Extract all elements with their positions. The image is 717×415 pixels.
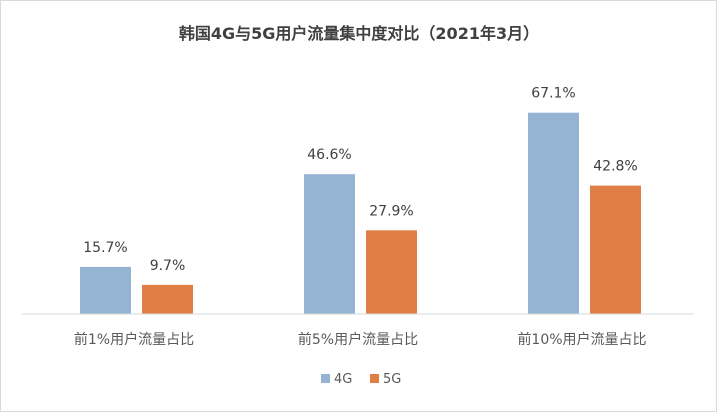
value-label-5g-1: 9.7% xyxy=(150,258,186,274)
value-label-5g-2: 27.9% xyxy=(369,203,413,219)
bar-4g-3 xyxy=(528,112,579,314)
value-label-4g-1: 15.7% xyxy=(83,240,127,256)
bar-4g-2 xyxy=(304,174,355,314)
bar-5g-3 xyxy=(590,185,641,314)
category-label-group: 前1%用户流量占比 前5%用户流量占比 前10%用户流量占比 xyxy=(74,331,647,348)
category-label-3: 前10%用户流量占比 xyxy=(517,331,646,348)
category-label-1: 前1%用户流量占比 xyxy=(74,331,194,348)
value-label-4g-2: 46.6% xyxy=(307,147,351,163)
chart-title: 韩国4G与5G用户流量集中度对比（2021年3月） xyxy=(179,24,539,43)
bar-5g-2 xyxy=(366,230,417,314)
bar-group xyxy=(80,112,641,314)
legend: 4G 5G xyxy=(321,372,401,387)
legend-swatch-4g xyxy=(321,374,330,383)
legend-label-4g: 4G xyxy=(334,372,352,387)
legend-swatch-5g xyxy=(370,374,379,383)
category-label-2: 前5%用户流量占比 xyxy=(298,331,418,348)
value-label-group: 15.7% 9.7% 46.6% 27.9% 67.1% 42.8% xyxy=(83,86,637,274)
value-label-5g-3: 42.8% xyxy=(593,159,637,175)
bar-4g-1 xyxy=(80,266,131,314)
bar-5g-1 xyxy=(142,284,193,314)
value-label-4g-3: 67.1% xyxy=(531,86,575,102)
legend-label-5g: 5G xyxy=(383,372,401,387)
